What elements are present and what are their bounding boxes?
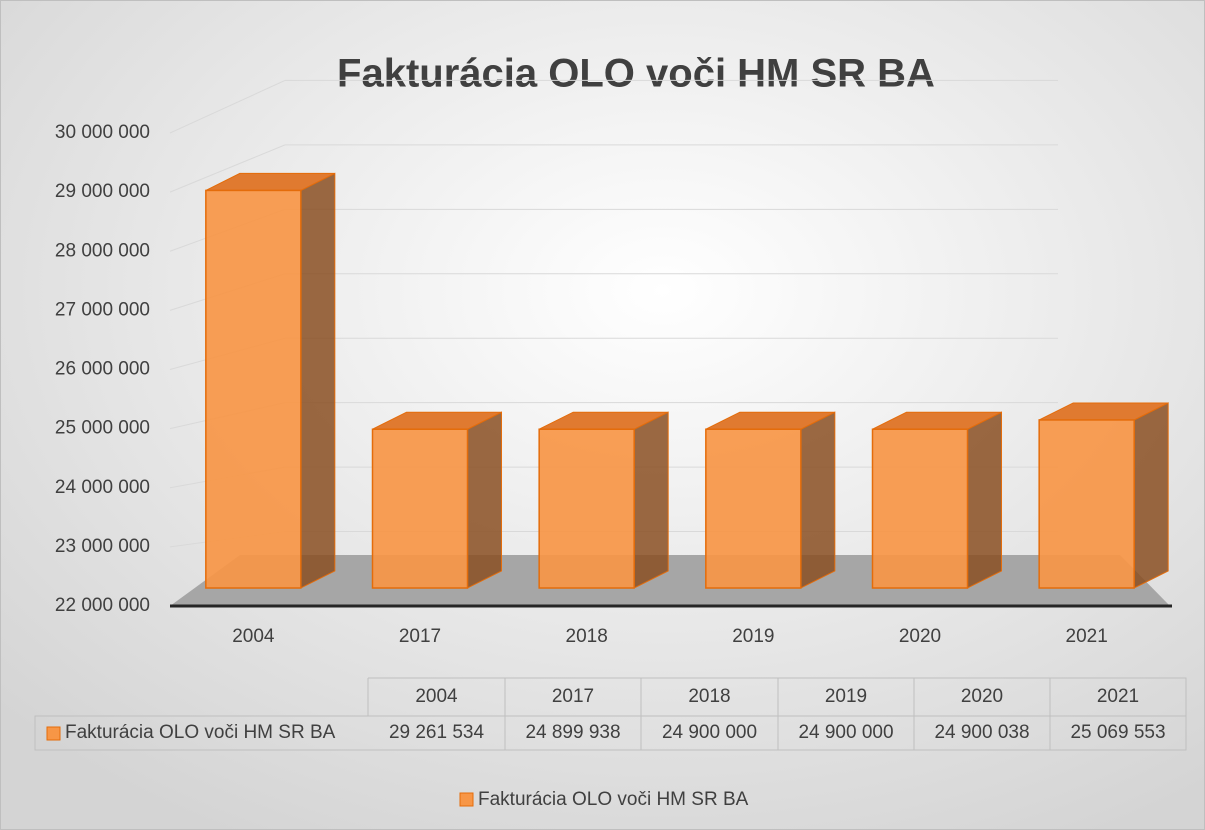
grid-line — [169, 79, 286, 134]
y-tick-label: 30 000 000 — [55, 122, 150, 143]
bar — [871, 428, 969, 589]
bar — [371, 428, 469, 589]
table-cell: 24 900 000 — [662, 722, 757, 743]
x-tick-label: 2021 — [1066, 626, 1108, 647]
table-header: 2020 — [961, 686, 1003, 707]
bar-side — [300, 172, 336, 589]
table-cell: 24 900 038 — [934, 722, 1029, 743]
x-tick-label: 2020 — [899, 626, 941, 647]
bar-side — [800, 411, 836, 589]
grid-line — [169, 144, 286, 193]
bar — [1038, 419, 1135, 589]
x-tick-label: 2018 — [566, 626, 608, 647]
bar — [705, 428, 802, 589]
y-tick-label: 23 000 000 — [55, 536, 150, 557]
legend-key — [459, 792, 474, 807]
table-row-label: Fakturácia OLO voči HM SR BA — [65, 722, 336, 743]
y-tick-label: 27 000 000 — [55, 299, 150, 320]
table-header: 2021 — [1097, 686, 1139, 707]
legend-label: Fakturácia OLO voči HM SR BA — [478, 789, 749, 810]
y-tick-label: 25 000 000 — [55, 418, 150, 439]
y-tick-label: 22 000 000 — [55, 595, 150, 616]
y-tick-label: 29 000 000 — [55, 181, 150, 202]
table-cell: 24 900 000 — [798, 722, 893, 743]
table-cell: 25 069 553 — [1070, 722, 1165, 743]
y-tick-label: 24 000 000 — [55, 477, 150, 498]
y-tick-label: 28 000 000 — [55, 240, 150, 261]
table-header: 2004 — [415, 686, 458, 707]
bar-side — [967, 411, 1002, 589]
bar — [205, 189, 302, 589]
bar-side — [1133, 402, 1169, 589]
bar-side — [633, 411, 669, 589]
y-tick-label: 26 000 000 — [55, 359, 150, 380]
bar-side — [467, 411, 502, 589]
x-tick-label: 2017 — [399, 626, 441, 647]
table-header: 2018 — [688, 686, 730, 707]
table-cell: 24 899 938 — [525, 722, 620, 743]
table-cell: 29 261 534 — [389, 722, 485, 743]
chart-title: Fakturácia OLO voči HM SR BA — [337, 52, 935, 96]
table-legend-key — [46, 726, 61, 741]
x-tick-label: 2004 — [232, 626, 275, 647]
x-tick-label: 2019 — [732, 626, 774, 647]
bar — [538, 428, 635, 589]
table-header: 2017 — [552, 686, 594, 707]
table-header: 2019 — [825, 686, 867, 707]
